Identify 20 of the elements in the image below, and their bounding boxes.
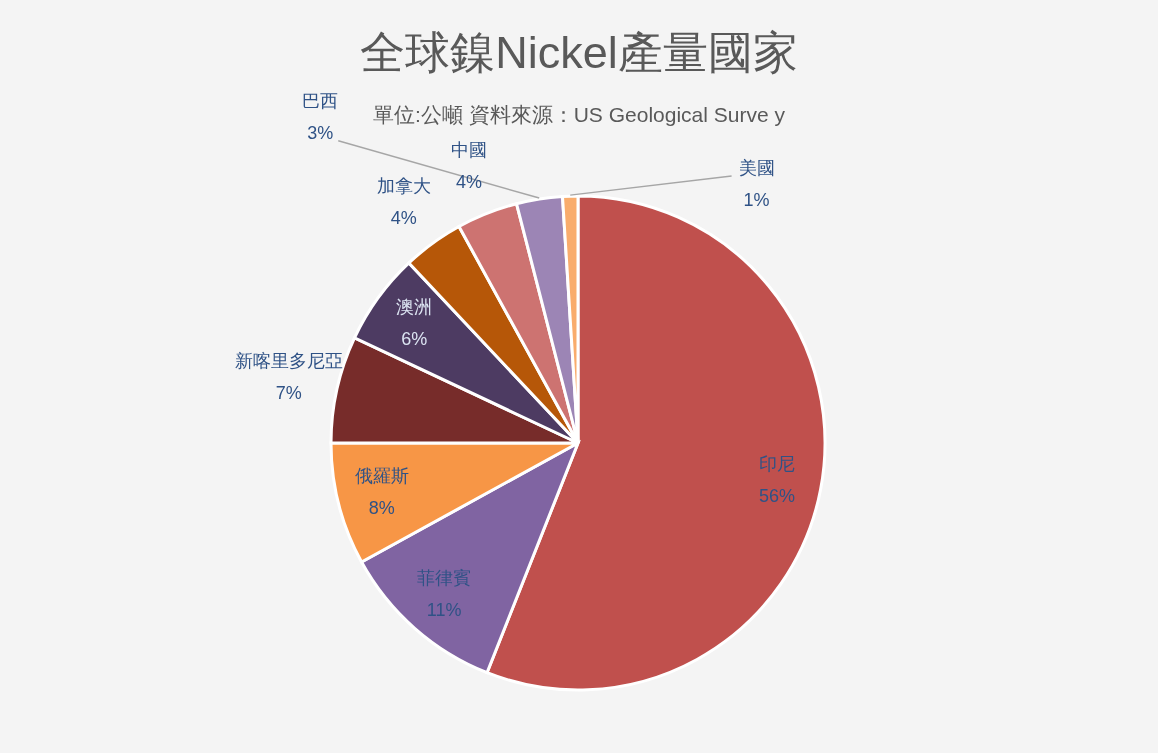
data-label: 6% xyxy=(401,328,428,349)
slice-label: 澳洲 xyxy=(396,296,433,317)
text: 單位:公噸 資料來源：US Geological Surve y xyxy=(373,102,786,126)
data-label: 4% xyxy=(455,172,482,193)
data-label: 4% xyxy=(390,208,417,229)
data-label: 7% xyxy=(275,383,302,404)
data-label: 11% xyxy=(426,599,462,620)
data-label: 8% xyxy=(368,498,395,519)
slice-label: 中國 xyxy=(450,140,487,161)
data-label: 1% xyxy=(743,190,770,211)
slice-label: 俄羅斯 xyxy=(354,466,409,487)
slice-label: 美國 xyxy=(738,158,775,179)
slice-label: 印尼 xyxy=(758,453,795,474)
data-label: 3% xyxy=(307,122,334,143)
chart-title: 全球鎳Nickel產量國家 xyxy=(360,26,798,78)
slice-label: 菲律賓 xyxy=(417,567,472,588)
slice-label: 新喀里多尼亞 xyxy=(234,351,343,372)
slice-label: 加拿大 xyxy=(376,176,431,197)
data-label: 56% xyxy=(758,485,795,506)
slice-label: 巴西 xyxy=(302,90,339,111)
